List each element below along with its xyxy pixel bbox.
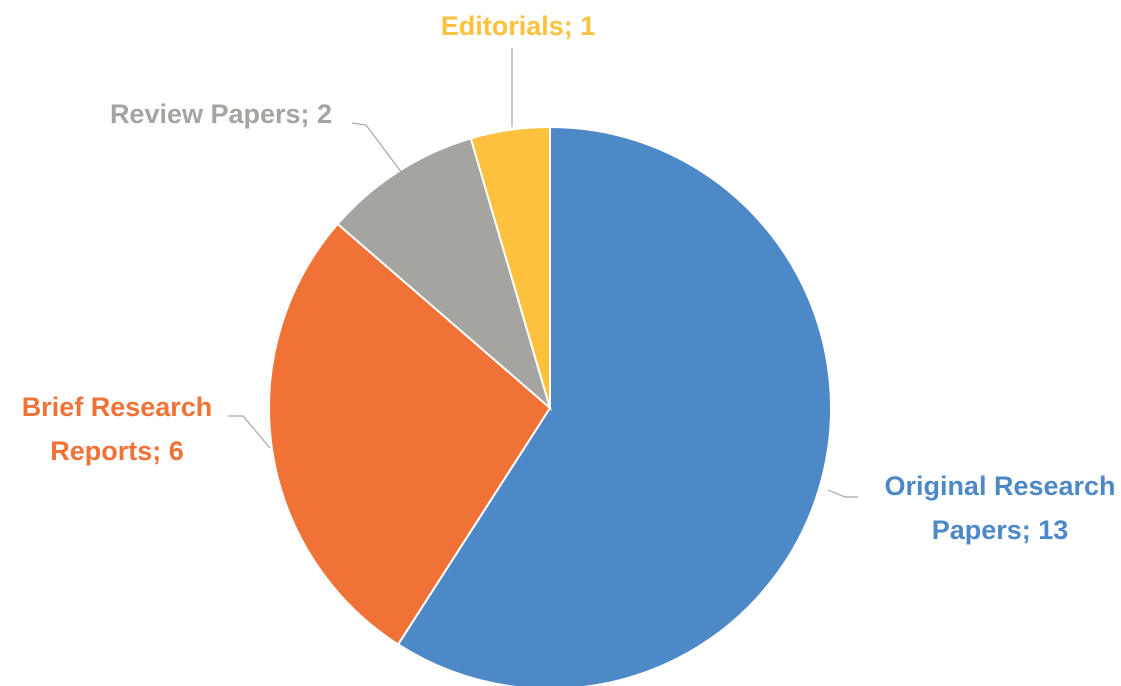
data-label-line: Editorials; 1 (441, 11, 596, 41)
data-label-original-research-papers: Original Research Papers; 13 (884, 471, 1115, 545)
pie-slice-brief-research-reports (268, 222, 552, 646)
data-label-line: Review Papers; 2 (110, 99, 332, 129)
pie-slice-editorials (469, 125, 551, 409)
data-label-line: Reports; 6 (50, 436, 184, 466)
pie-slices (268, 125, 832, 686)
leader-line-brief-research-reports (228, 415, 271, 449)
data-label-brief-research-reports: Brief Research Reports; 6 (22, 392, 213, 466)
leader-lines (228, 48, 858, 498)
data-label-line: Papers; 13 (932, 515, 1069, 545)
data-label-review-papers: Review Papers; 2 (110, 99, 332, 129)
data-labels: Original Research Papers; 13 Brief Researc… (22, 11, 1116, 545)
leader-line-original-research-papers (827, 489, 858, 498)
data-label-line: Brief Research (22, 392, 213, 422)
data-label-line: Original Research (884, 471, 1115, 501)
leader-line-review-papers (351, 122, 403, 174)
data-label-editorials: Editorials; 1 (441, 11, 596, 41)
pie-slice-review-papers (336, 137, 552, 411)
pie-slice-original-research-papers (396, 125, 832, 686)
